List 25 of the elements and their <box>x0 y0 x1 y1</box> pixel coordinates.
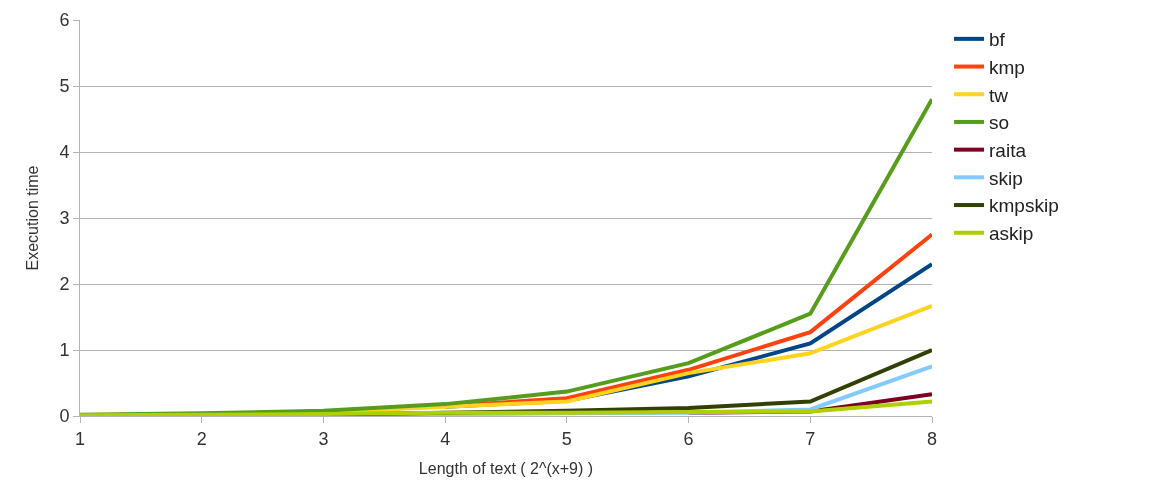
legend-label: skip <box>989 167 1023 189</box>
y-tick-label: 2 <box>59 274 70 295</box>
x-tick-label: 6 <box>683 428 694 449</box>
y-tick-label: 4 <box>59 142 70 163</box>
y-tick-label: 3 <box>59 208 70 229</box>
x-tick-label: 4 <box>440 428 451 449</box>
legend-label: tw <box>989 84 1009 106</box>
x-tick-label: 3 <box>318 428 329 449</box>
legend-label: kmpskip <box>989 195 1059 217</box>
x-tick-label: 1 <box>74 428 86 449</box>
x-tick-label: 7 <box>805 428 816 449</box>
legend-label: raita <box>989 140 1027 162</box>
x-tick-label: 5 <box>561 428 572 449</box>
y-tick-label: 5 <box>59 76 70 97</box>
legend-label: so <box>989 112 1010 134</box>
x-tick-label: 8 <box>926 428 938 449</box>
y-axis-title: Execution time <box>24 165 41 271</box>
x-axis-title: Length of text ( 2^(x+9) ) <box>418 460 594 477</box>
x-tick-label: 2 <box>196 428 207 449</box>
legend-label: kmp <box>989 56 1025 78</box>
legend-label: bf <box>989 29 1006 51</box>
y-tick-label: 1 <box>59 340 70 361</box>
y-tick-label: 6 <box>59 10 70 31</box>
y-tick-label: 0 <box>59 406 70 427</box>
legend-label: askip <box>989 223 1034 245</box>
